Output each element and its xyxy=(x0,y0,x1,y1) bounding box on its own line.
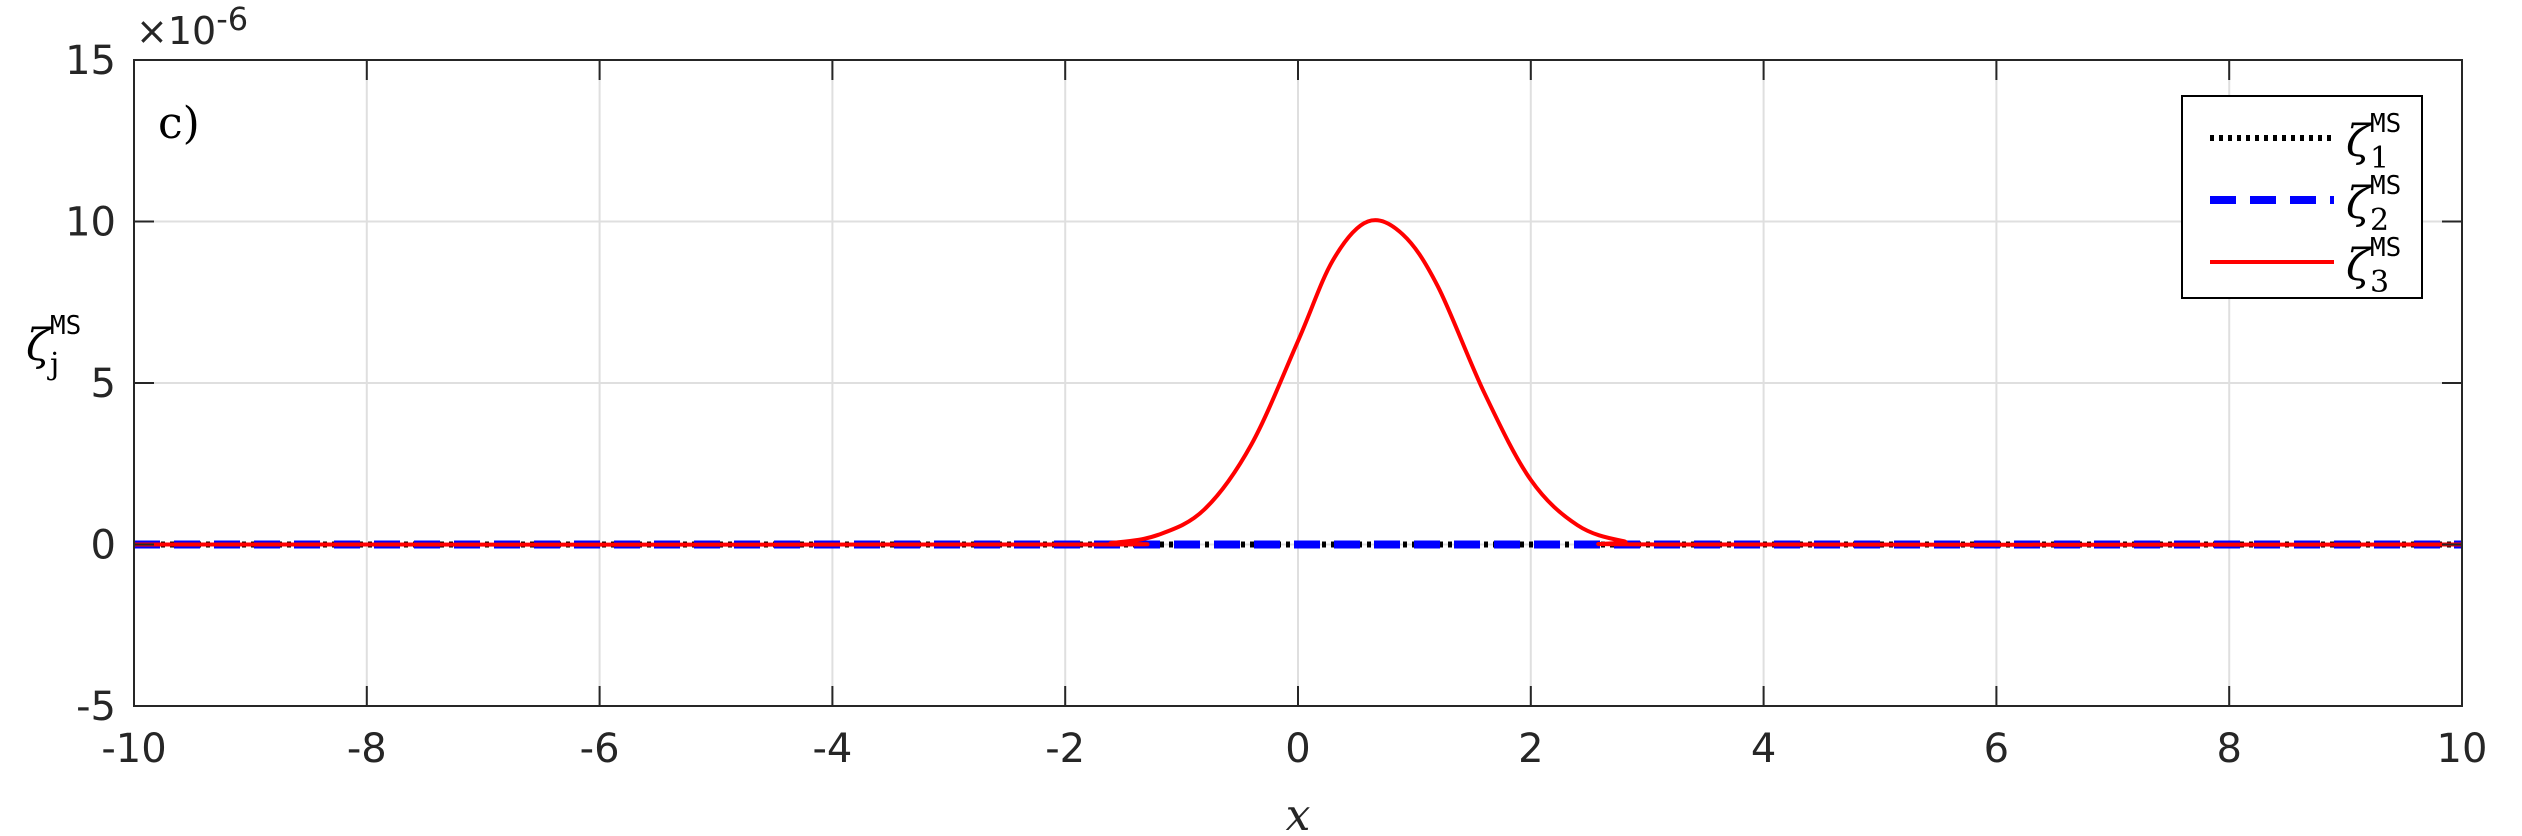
x-tick-label: 6 xyxy=(1984,726,2009,772)
y-axis-label: ζ xyxy=(26,320,53,371)
legend-entry-2: ζ xyxy=(2346,178,2373,229)
series-line-3 xyxy=(133,218,2463,547)
x-tick-label: -4 xyxy=(812,726,852,772)
x-tick-label: -10 xyxy=(101,726,166,772)
x-tick-label: 2 xyxy=(1518,726,1543,772)
legend-entry-1: ζ xyxy=(2346,116,2373,167)
x-tick-label: 0 xyxy=(1285,726,1310,772)
ticks xyxy=(133,59,2463,707)
legend-entry-sub-3: 3 xyxy=(2370,265,2389,300)
x-tick-label: 10 xyxy=(2437,726,2488,772)
y-tick-label: 0 xyxy=(91,523,116,569)
legend-entry-sup-2: MS xyxy=(2370,171,2401,201)
x-axis-label: x xyxy=(1286,790,1311,836)
legend-entry-sup-1: MS xyxy=(2370,109,2401,139)
y-tick-label: 10 xyxy=(65,200,116,246)
legend-entry-sup-3: MS xyxy=(2370,233,2401,263)
legend-entry-sub-1: 1 xyxy=(2370,141,2389,176)
y-axis-label-sub: j xyxy=(47,347,59,382)
x-tick-label: 8 xyxy=(2216,726,2241,772)
y-exponent-power: -6 xyxy=(216,0,248,38)
y-tick-label: -5 xyxy=(76,684,116,730)
x-tick-label: -2 xyxy=(1045,726,1085,772)
x-tick-label: -8 xyxy=(347,726,387,772)
x-tick-label: -6 xyxy=(580,726,620,772)
y-tick-label: 15 xyxy=(65,38,116,84)
series-layer xyxy=(133,218,2463,549)
legend-entry-3: ζ xyxy=(2346,240,2373,291)
y-axis-label-sup: MS xyxy=(50,311,81,341)
legend-entry-sub-2: 2 xyxy=(2370,203,2389,238)
y-tick-label: 5 xyxy=(91,361,116,407)
panel-label: c) xyxy=(158,98,200,149)
x-tick-label: 4 xyxy=(1751,726,1776,772)
